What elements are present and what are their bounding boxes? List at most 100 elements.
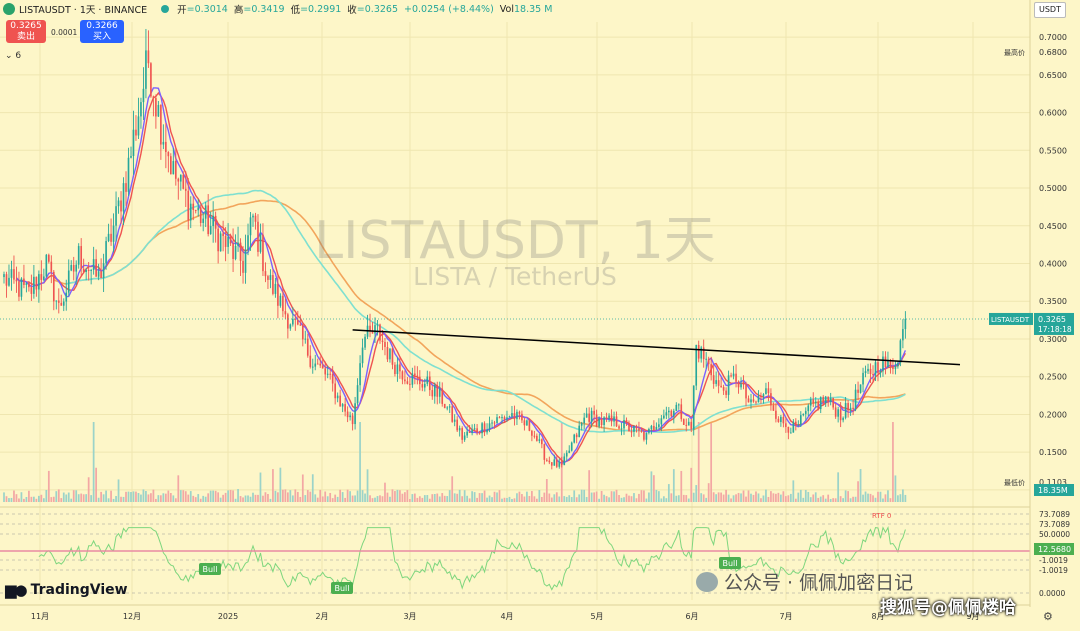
candle-body (72, 265, 75, 272)
candle-body (8, 277, 10, 286)
volume-bar (745, 496, 747, 502)
candle-body (82, 268, 85, 272)
candle-body (792, 421, 795, 433)
candle (304, 330, 307, 344)
candle (232, 228, 234, 273)
volume-bar (496, 492, 498, 502)
candle (10, 260, 13, 291)
volume-bar (645, 498, 648, 502)
volume-bar (725, 489, 727, 502)
volume-bar (615, 489, 618, 502)
candle-body (135, 129, 137, 136)
candle (379, 323, 381, 344)
candle-body (18, 281, 20, 297)
candle-body (715, 380, 717, 384)
buy-button[interactable]: 0.3266 买入 (80, 20, 124, 43)
candle-body (296, 319, 299, 325)
candle (47, 253, 50, 264)
candle-body (668, 410, 670, 413)
candle (356, 378, 359, 406)
candle-body (75, 264, 78, 272)
indicator-toggle[interactable]: ⌄ 6 (5, 51, 22, 61)
volume-bar (488, 495, 491, 502)
candle (122, 177, 125, 226)
candle-body (847, 403, 849, 411)
candle (349, 411, 351, 421)
volume-bar (351, 495, 354, 502)
volume-bar (122, 496, 125, 502)
candle-body (389, 348, 391, 360)
volume-bar (254, 494, 257, 502)
candle-body (488, 423, 491, 430)
volume-bar (792, 480, 795, 502)
volume-bar (237, 489, 239, 502)
volume-bar (468, 498, 471, 502)
candle-body (232, 243, 234, 259)
candle-body (862, 372, 864, 385)
volume-bar (657, 491, 660, 502)
symbol-title[interactable]: LISTAUSDT · 1天 · BINANCE (19, 5, 148, 16)
candle-body (575, 434, 578, 438)
candle-body (60, 302, 63, 306)
currency-unit-button[interactable]: USDT (1034, 2, 1066, 18)
candle-body (827, 396, 830, 402)
volume-bar (187, 494, 190, 502)
candle-body (605, 417, 608, 419)
volume-bar (765, 489, 767, 502)
extreme-price-value: 0.1103 (1039, 478, 1067, 487)
volume-bar (364, 493, 366, 502)
candle-body (222, 233, 224, 237)
candle (279, 293, 282, 308)
candle (3, 271, 5, 284)
candle (511, 406, 513, 419)
candle (653, 420, 655, 431)
candle (727, 370, 730, 401)
candle-body (47, 254, 50, 262)
candle (177, 177, 180, 200)
volume-bar (436, 493, 439, 502)
volume-bar (301, 474, 304, 502)
candle-body (785, 423, 787, 427)
tradingview-logo[interactable]: ▆● TradingView (5, 581, 128, 599)
candle-body (725, 390, 727, 395)
volume-bar (553, 494, 556, 502)
candle (496, 413, 498, 424)
candle-body (717, 380, 720, 386)
volume-bar (879, 491, 882, 502)
volume-bar (832, 498, 835, 502)
volume-bar (267, 494, 269, 502)
candle-body (406, 381, 409, 384)
sell-button[interactable]: 0.3265 卖出 (6, 20, 46, 43)
candle (827, 396, 830, 407)
candle (844, 396, 847, 420)
volume-bar (23, 498, 25, 502)
candle-body (638, 428, 640, 431)
candle (790, 427, 792, 434)
spread-value: 0.0001 (51, 28, 78, 37)
candle-body (782, 416, 785, 424)
candle (468, 425, 471, 434)
candle-body (43, 276, 45, 280)
volume-bar (680, 470, 683, 502)
rsi-axis-label: 73.7089 (1039, 510, 1070, 519)
gear-icon[interactable]: ⚙ (1043, 610, 1053, 623)
volume-bar (608, 497, 610, 502)
candle-body (453, 419, 456, 422)
volume-bar (277, 492, 279, 502)
candle (292, 307, 294, 327)
candle-body (675, 404, 678, 411)
candle-body (184, 188, 187, 191)
volume-bar (523, 496, 526, 502)
candle-body (90, 269, 92, 271)
candle-body (122, 183, 125, 212)
volume-bar (575, 497, 578, 502)
symbol-tag-bg (989, 312, 1033, 325)
candle (311, 358, 314, 374)
candle-body (648, 429, 650, 433)
candle-body (904, 318, 907, 330)
high-label: 高 (233, 5, 244, 16)
volume-bar (648, 492, 650, 502)
candle (222, 220, 224, 252)
